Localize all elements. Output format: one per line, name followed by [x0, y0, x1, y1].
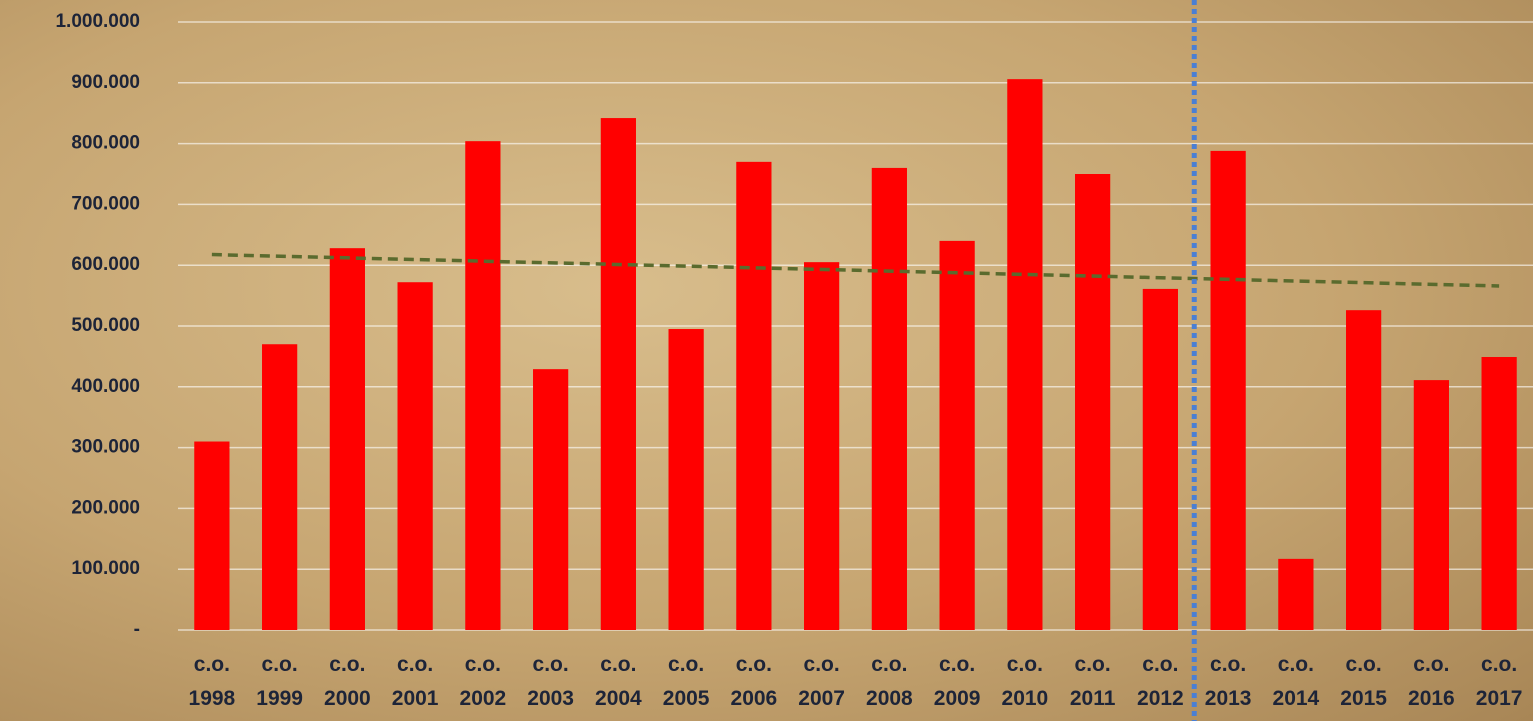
x-tick-label: c.o. 1998: [188, 653, 236, 710]
x-tick-label: c.o. 2013: [1204, 653, 1252, 710]
x-tick-label: c.o. 2007: [798, 653, 845, 710]
bar: [804, 262, 840, 630]
bar: [1007, 79, 1043, 631]
trendline: [211, 252, 1500, 288]
x-tick-label: c.o. 2011: [1069, 653, 1116, 710]
y-tick-label: 700.000: [71, 193, 140, 214]
x-tick-label: c.o. 2004: [595, 653, 642, 710]
x-tick-label: c.o. 2012: [1137, 653, 1184, 710]
y-tick-label: 300.000: [71, 437, 140, 458]
x-tick-label: c.o. 2015: [1340, 653, 1387, 710]
bar: [600, 118, 636, 631]
y-tick-label: 500.000: [71, 315, 140, 336]
bar: [736, 161, 772, 630]
x-tick-label: c.o. 1999: [256, 653, 303, 710]
y-tick-label: 200.000: [71, 497, 140, 518]
bar: [194, 441, 230, 630]
bar: [1413, 380, 1449, 630]
bar: [329, 248, 365, 630]
x-tick-label: c.o. 2003: [527, 653, 574, 710]
x-tick-label: c.o. 2008: [866, 653, 913, 710]
bar: [465, 141, 501, 630]
bar: [533, 369, 569, 630]
x-tick-label: c.o. 2001: [391, 653, 439, 710]
x-tick-label: c.o. 2000: [324, 653, 371, 710]
y-tick-label: 1.000.000: [55, 11, 140, 32]
y-tick-label: 800.000: [71, 133, 140, 154]
bar: [668, 329, 704, 630]
y-tick-label: 400.000: [71, 376, 140, 397]
y-tick-label: -: [134, 619, 140, 640]
x-tick-label: c.o. 2010: [1001, 653, 1049, 710]
x-tick-label: c.o. 2006: [730, 653, 778, 710]
y-tick-label: 100.000: [71, 558, 140, 579]
x-tick-label: c.o. 2009: [933, 653, 981, 710]
bar: [1142, 288, 1178, 630]
x-tick-label: c.o. 2014: [1272, 653, 1320, 710]
bar: [1075, 174, 1111, 630]
bar: [871, 167, 907, 631]
bar: [939, 240, 975, 630]
x-tick-label: c.o. 2005: [662, 653, 710, 710]
bar: [1210, 150, 1246, 630]
bar: [262, 344, 298, 630]
x-tick-label: c.o. 2016: [1408, 653, 1455, 710]
y-tick-label: 600.000: [71, 254, 140, 275]
bar: [1278, 558, 1314, 630]
x-tick-label: c.o. 2002: [459, 653, 507, 710]
bar: [397, 282, 433, 630]
x-tick-label: c.o. 2017: [1475, 653, 1523, 710]
bar: [1346, 310, 1382, 630]
y-tick-label: 900.000: [71, 72, 140, 93]
bar: [1481, 357, 1517, 630]
